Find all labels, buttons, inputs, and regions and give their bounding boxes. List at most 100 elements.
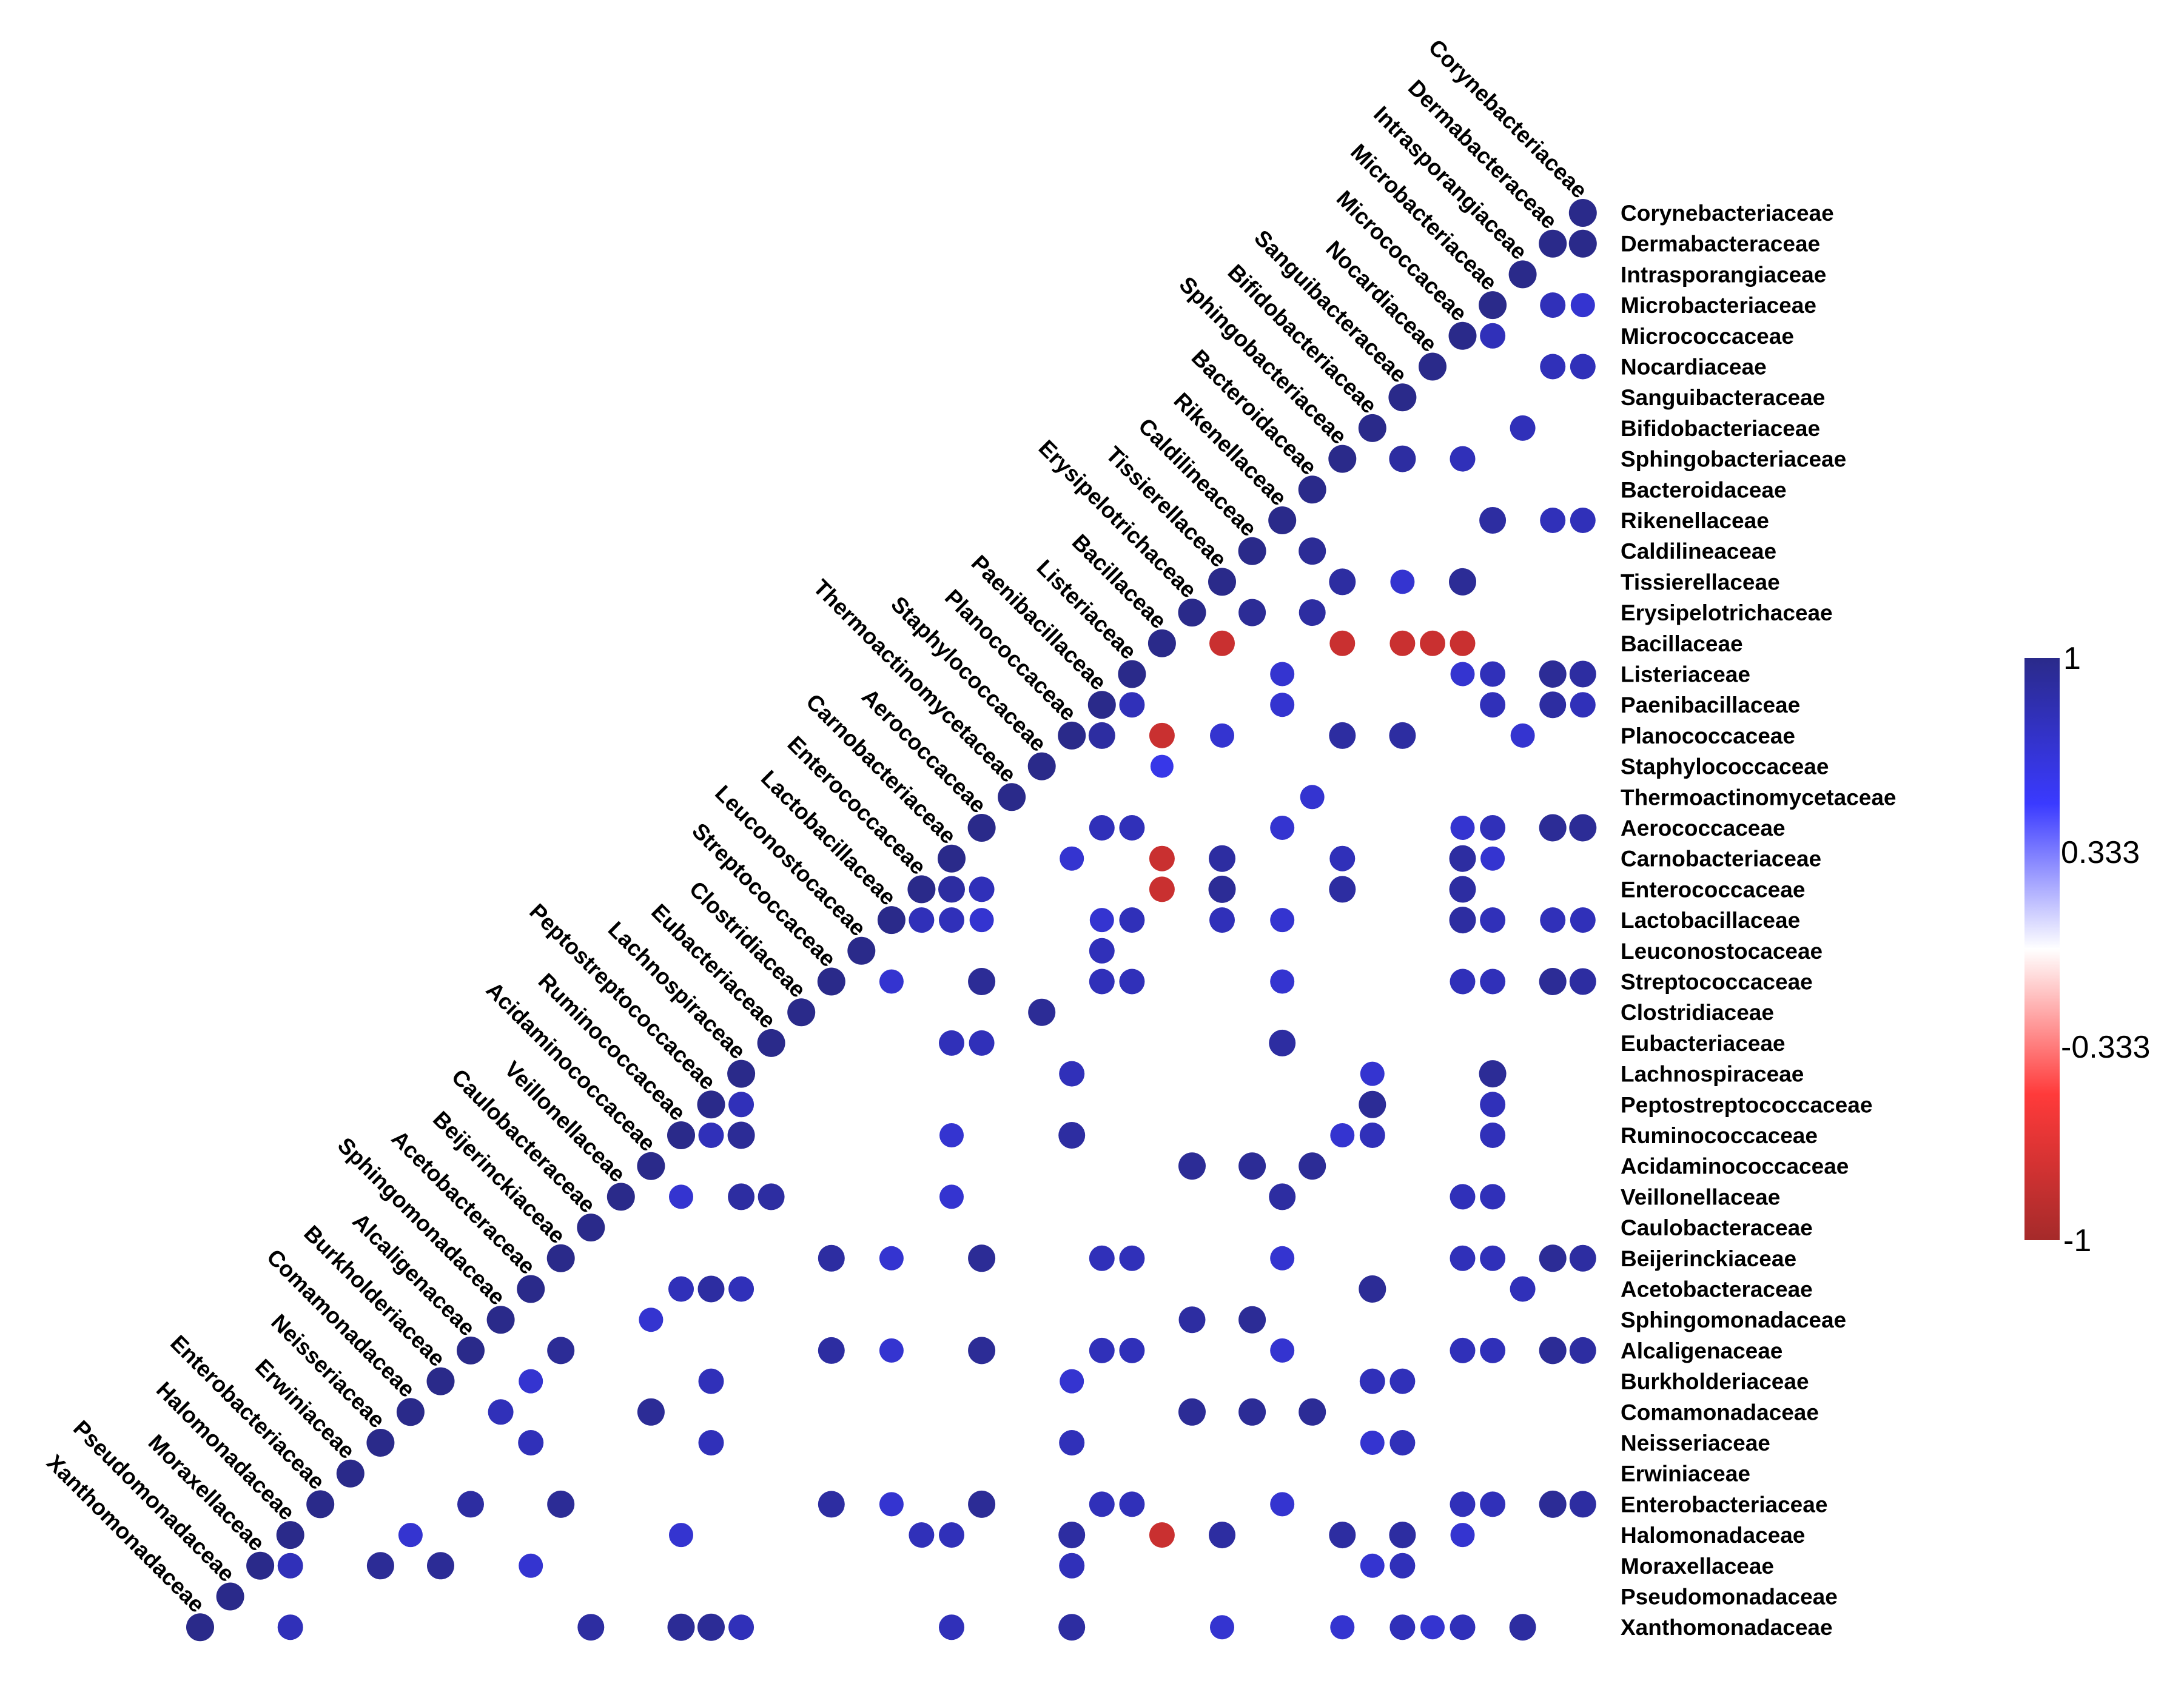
cell-Pseudomonadaceae-Pseudomonadaceae [216,1582,244,1611]
cell-Bacillaceae-Nocardiaceae [1420,630,1445,656]
cell-Acidaminococcaceae-Caldilineaceae [1238,1152,1266,1180]
row-label-Thermoactinomycetaceae: Thermoactinomycetaceae [1621,785,1896,810]
cell-Lactobacillaceae-Lactobacillaceae [877,906,906,935]
cell-Halomonadaceae-Comamonadaceae [398,1523,423,1548]
cell-Microbacteriaceae-Microbacteriaceae [1479,291,1507,320]
row-label-Listeriaceae: Listeriaceae [1621,662,1750,687]
cell-Tissierellaceae-Tissierellaceae [1208,568,1236,596]
cell-Streptococcaceae-Lactobacillaceae [879,969,904,994]
cell-Carnobacteriaceae-Micrococcaceae [1449,845,1476,872]
cell-Rikenellaceae-Corynebacteriaceae [1570,508,1596,533]
cell-Bacillaceae-Sanguibacteraceae [1389,630,1416,656]
cell-Nocardiaceae-Dermabacteraceae [1540,354,1566,380]
cell-Carnobacteriaceae-Tissierellaceae [1209,845,1235,872]
cell-Ruminococcaceae-Planococcaceae [1058,1122,1086,1149]
cell-Burkholderiaceae-Peptostreptococcaceae [698,1368,724,1394]
cell-Beijerinckiaceae-Microbacteriaceae [1480,1245,1506,1271]
cell-Dermabacteraceae-Dermabacteraceae [1539,229,1567,258]
cell-Moraxellaceae-Planococcaceae [1059,1553,1085,1579]
cell-Alcaligenaceae-Corynebacteriaceae [1569,1337,1596,1364]
cell-Neisseriaceae-Neisseriaceae [366,1429,395,1457]
cell-Beijerinckiaceae-Micrococcaceae [1450,1245,1476,1271]
cell-Beijerinckiaceae-Lactobacillaceae [879,1246,904,1271]
cell-Halomonadaceae-Sanguibacteraceae [1389,1522,1416,1549]
cell-Clostridiaceae-Clostridiaceae [787,998,816,1027]
cell-Alcaligenaceae-Rikenellaceae [1270,1338,1295,1363]
row-label-Nocardiaceae: Nocardiaceae [1621,355,1767,380]
cell-Clostridiaceae-Staphylococcaceae [1028,998,1056,1026]
cell-Halomonadaceae-Halomonadaceae [276,1521,304,1549]
cell-Thermoactinomycetaceae-Thermoactinomycetaceae [998,783,1026,811]
cell-Xanthomonadaceae-Caulobacteraceae [577,1614,605,1641]
cell-Lactobacillaceae-Microbacteriaceae [1480,907,1506,933]
cell-Enterobacteriaceae-Rikenellaceae [1270,1492,1295,1517]
row-label-Rikenellaceae: Rikenellaceae [1621,508,1769,533]
cell-Listeriaceae-Micrococcaceae [1450,662,1475,687]
cell-Moraxellaceae-Moraxellaceae [246,1551,275,1580]
cell-Aerococcaceae-Paenibacillaceae [1089,815,1115,841]
row-label-Carnobacteriaceae: Carnobacteriaceae [1621,847,1821,871]
row-label-Enterococcaceae: Enterococcaceae [1621,877,1805,902]
cell-Burkholderiaceae-Acetobacteraceae [519,1369,543,1394]
cell-Halomonadaceae-Carnobacteriaceae [939,1522,964,1548]
cell-Burkholderiaceae-Sanguibacteraceae [1389,1368,1416,1394]
row-label-Lachnospiraceae: Lachnospiraceae [1621,1062,1804,1087]
cell-Neisseriaceae-Bifidobacteriaceae [1360,1431,1385,1455]
cell-Neisseriaceae-Planococcaceae [1059,1430,1085,1455]
cell-Beijerinckiaceae-Listeriaceae [1119,1245,1145,1271]
cell-Bacillaceae-Micrococcaceae [1450,630,1476,656]
cell-Lachnospiraceae-Lachnospiraceae [727,1059,756,1088]
row-label-Lactobacillaceae: Lactobacillaceae [1621,908,1800,933]
cell-Eubacteriaceae-Aerococcaceae [969,1030,995,1056]
row-label-Moraxellaceae: Moraxellaceae [1621,1554,1774,1579]
cell-Caldilineaceae-Caldilineaceae [1238,537,1266,565]
colorbar-tick-neg-1: -1 [2063,1223,2091,1258]
cell-Veillonellaceae-Veillonellaceae [606,1183,635,1211]
cell-Carnobacteriaceae-Bacillaceae [1149,845,1175,871]
cell-Moraxellaceae-Burkholderiaceae [427,1552,454,1580]
cell-Rikenellaceae-Rikenellaceae [1268,506,1297,534]
cell-Acetobacteraceae-Peptostreptococcaceae [697,1275,725,1303]
row-label-Sanguibacteraceae: Sanguibacteraceae [1621,385,1825,410]
cell-Sphingobacteriaceae-Sanguibacteraceae [1389,445,1416,472]
cell-Xanthomonadaceae-Peptostreptococcaceae [697,1613,725,1641]
cell-Sanguibacteraceae-Sanguibacteraceae [1388,383,1417,412]
cell-Tissierellaceae-Sanguibacteraceae [1390,569,1415,594]
cell-Planococcaceae-Tissierellaceae [1210,723,1234,748]
cells-layer [186,199,1597,1642]
row-label-Leuconostocaceae: Leuconostocaceae [1621,939,1823,964]
cell-Aerococcaceae-Aerococcaceae [967,814,996,842]
cell-Ruminococcaceae-Lachnospiraceae [727,1121,755,1149]
row-label-Halomonadaceae: Halomonadaceae [1621,1523,1805,1548]
cell-Listeriaceae-Rikenellaceae [1270,662,1295,687]
cell-Streptococcaceae-Dermabacteraceae [1539,968,1567,995]
cell-Alcaligenaceae-Streptococcaceae [818,1337,845,1364]
cell-Alcaligenaceae-Alcaligenaceae [457,1336,485,1365]
cell-Paenibacillaceae-Microbacteriaceae [1480,692,1506,718]
cell-Listeriaceae-Microbacteriaceae [1480,661,1506,687]
cell-Streptococcaceae-Micrococcaceae [1450,969,1476,995]
cell-Sphingomonadaceae-Erysipelotrichaceae [1178,1306,1206,1334]
cell-Enterococcaceae-Carnobacteriaceae [938,876,965,903]
cell-Micrococcaceae-Micrococcaceae [1448,321,1477,350]
cell-Streptococcaceae-Rikenellaceae [1270,969,1295,994]
cell-Halomonadaceae-Sphingobacteriaceae [1329,1522,1356,1549]
cell-Carnobacteriaceae-Microbacteriaceae [1480,846,1505,871]
cell-Peptostreptococcaceae-Bifidobacteriaceae [1359,1090,1386,1118]
cell-Comamonadaceae-Bacteroidaceae [1299,1398,1326,1426]
column-label-Nocardiaceae: Nocardiaceae [1321,236,1442,357]
cell-Planococcaceae-Intrasporangiaceae [1510,723,1535,748]
cell-Bacillaceae-Sphingobacteriaceae [1329,630,1356,656]
cell-Streptococcaceae-Streptococcaceae [817,967,845,996]
cell-Acetobacteraceae-Bifidobacteriaceae [1359,1275,1386,1303]
row-label-Caldilineaceae: Caldilineaceae [1621,539,1776,564]
cell-Lactobacillaceae-Paenibacillaceae [1089,908,1114,933]
cell-Moraxellaceae-Sanguibacteraceae [1389,1553,1416,1579]
cell-Erysipelotrichaceae-Bacteroidaceae [1299,599,1326,626]
cell-Leuconostocaceae-Paenibacillaceae [1089,938,1115,964]
colorbar: 1 0.333 -0.333 -1 [2024,641,2150,1258]
cell-Burkholderiaceae-Bifidobacteriaceae [1359,1368,1385,1394]
row-label-Streptococcaceae: Streptococcaceae [1621,970,1813,995]
row-label-Beijerinckiaceae: Beijerinckiaceae [1621,1246,1796,1271]
cell-Veillonellaceae-Microbacteriaceae [1480,1184,1506,1210]
